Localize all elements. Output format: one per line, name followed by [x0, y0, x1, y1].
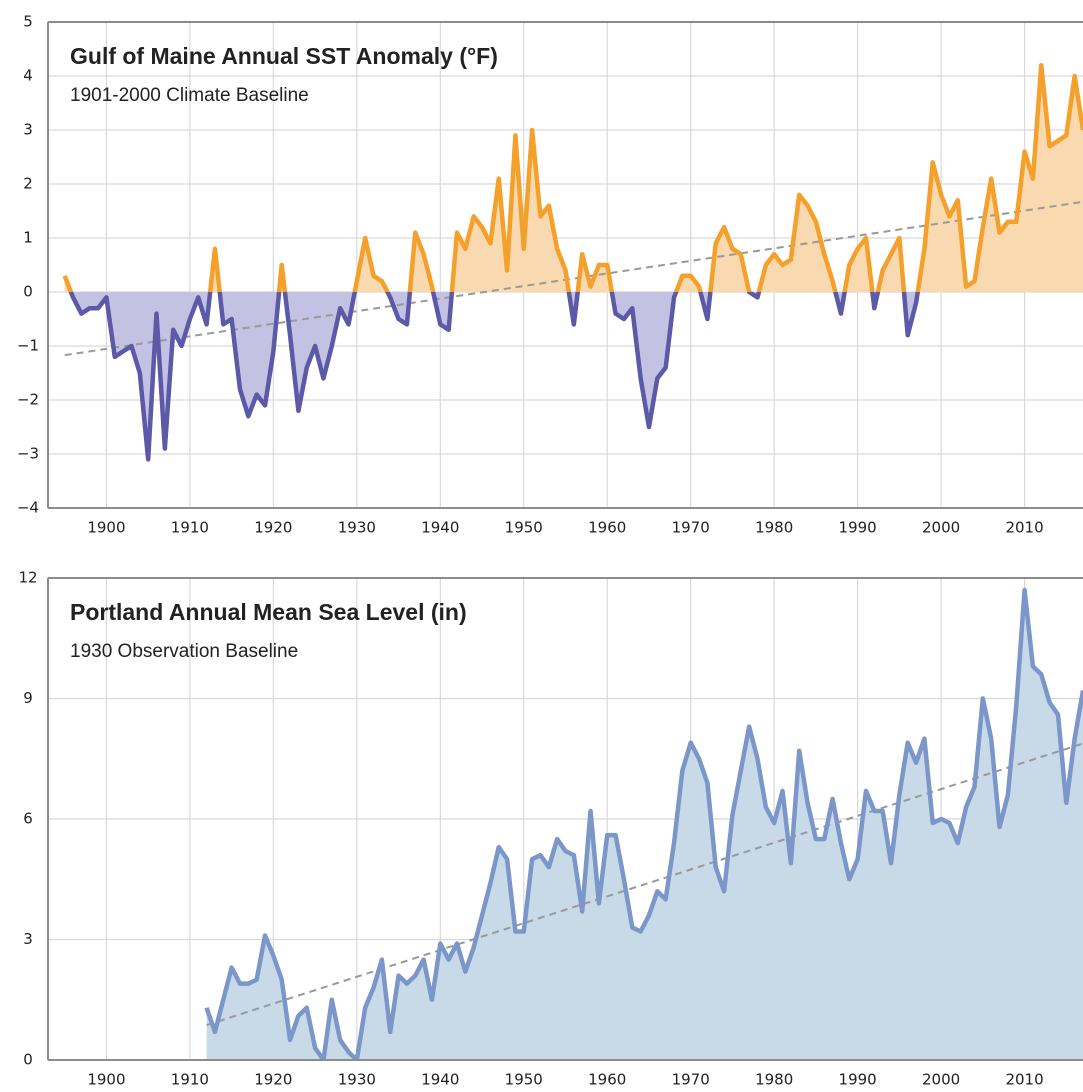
x-tick-label: 1950: [505, 519, 543, 537]
x-tick-label: 1930: [338, 1071, 376, 1089]
x-tick-label: 1980: [755, 1071, 793, 1089]
y-tick-label: 12: [18, 569, 37, 587]
x-tick-label: 2000: [922, 1071, 960, 1089]
x-tick-label: 1990: [839, 1071, 877, 1089]
x-tick-label: 1950: [505, 1071, 543, 1089]
x-tick-label: 1970: [672, 519, 710, 537]
x-tick-label: 1960: [588, 519, 626, 537]
x-tick-label: 1940: [421, 1071, 459, 1089]
y-tick-label: 0: [23, 283, 33, 301]
chart-title: Portland Annual Mean Sea Level (in): [70, 599, 467, 625]
x-tick-label: 1990: [839, 519, 877, 537]
chart-title: Gulf of Maine Annual SST Anomaly (°F): [70, 43, 498, 69]
y-tick-label: 3: [23, 121, 33, 139]
data-line: [62, 62, 1083, 462]
x-tick-label: 1910: [171, 519, 209, 537]
x-tick-label: 1930: [338, 519, 376, 537]
x-tick-label: 1960: [588, 1071, 626, 1089]
y-tick-label: 5: [23, 13, 33, 31]
trend-line: [206, 742, 1083, 1027]
x-tick-label: 1980: [755, 519, 793, 537]
x-tick-label: 1920: [254, 1071, 292, 1089]
y-tick-label: 4: [23, 67, 33, 85]
y-tick-label: 2: [23, 175, 33, 193]
y-tick-label: −4: [17, 499, 39, 517]
x-tick-label: 1940: [421, 519, 459, 537]
y-tick-label: 6: [23, 810, 33, 828]
y-tick-label: 3: [23, 930, 33, 948]
x-tick-label: 2000: [922, 519, 960, 537]
data-line: [204, 587, 1083, 1060]
y-tick-label: 0: [23, 1051, 33, 1069]
x-tick-label: 1970: [672, 1071, 710, 1089]
x-tick-label: 1910: [171, 1071, 209, 1089]
x-tick-label: 1900: [87, 519, 125, 537]
chart-subtitle: 1930 Observation Baseline: [70, 641, 298, 662]
x-tick-label: 1900: [87, 1071, 125, 1089]
y-tick-label: 1: [23, 229, 33, 247]
chart-subtitle: 1901-2000 Climate Baseline: [70, 85, 309, 106]
y-tick-label: −3: [17, 445, 39, 463]
x-tick-label: 2010: [1005, 519, 1043, 537]
area-fill: [206, 590, 1083, 1060]
y-tick-label: −1: [17, 337, 39, 355]
y-tick-label: −2: [17, 391, 39, 409]
x-tick-label: 2010: [1005, 1071, 1043, 1089]
x-tick-label: 1920: [254, 519, 292, 537]
y-tick-label: 9: [23, 689, 33, 707]
